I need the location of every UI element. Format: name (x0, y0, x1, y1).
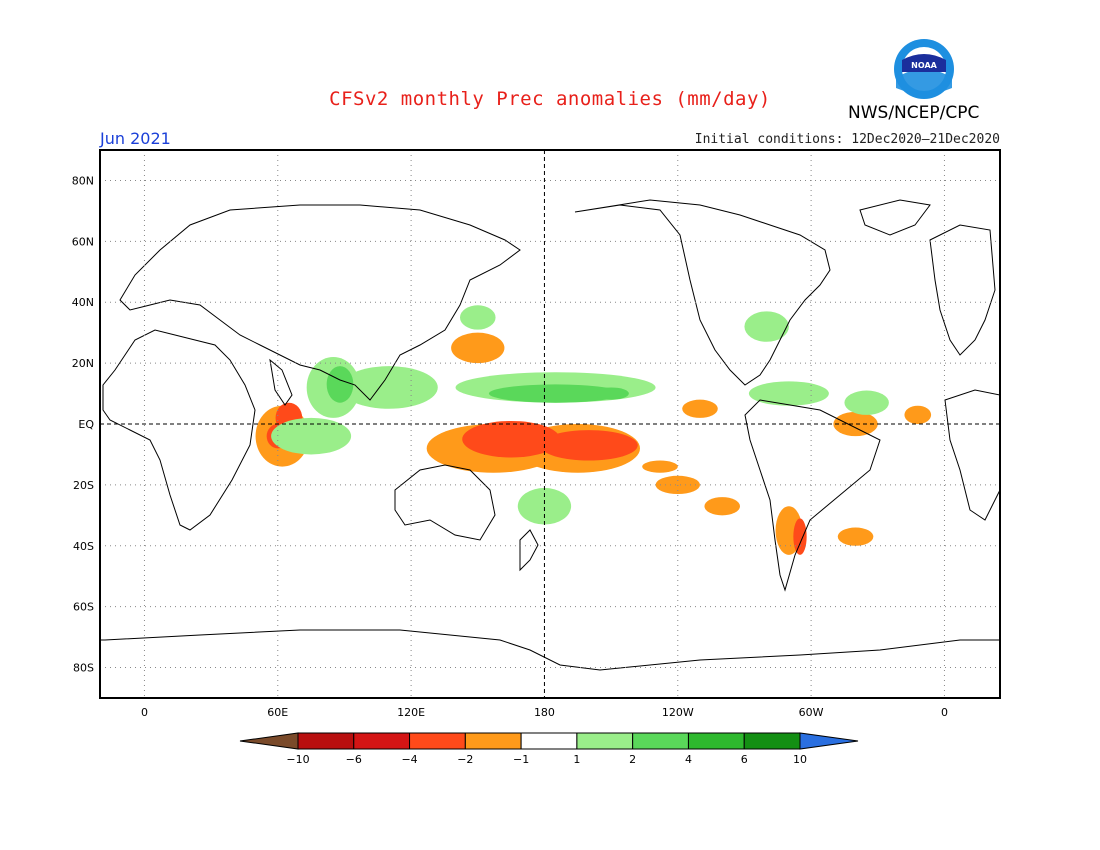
anomaly-region (540, 430, 638, 461)
anomaly-region (682, 399, 718, 418)
colorbar-swatch (353, 732, 411, 750)
colorbar-label: 2 (629, 753, 636, 766)
anomaly-region (748, 381, 829, 406)
colorbar-swatch (464, 732, 522, 750)
anomaly-region (340, 366, 438, 409)
logo-text: NOAA (911, 61, 937, 70)
anomaly-region (488, 384, 623, 403)
lat-label: 60S (73, 601, 94, 614)
colorbar-label: −6 (346, 753, 362, 766)
grid-layer (100, 150, 1000, 698)
map-title: CFSv2 monthly Prec anomalies (mm/day) (329, 88, 771, 110)
colorbar-label: 1 (573, 753, 580, 766)
lon-label: 60E (267, 706, 288, 719)
lon-label: 120E (397, 706, 425, 719)
colorbar-swatch (687, 732, 745, 750)
colorbar-label: −4 (401, 753, 417, 766)
lon-label: 120W (662, 706, 694, 719)
lat-label: EQ (78, 418, 94, 431)
noaa-logo: NOAA (894, 39, 954, 99)
colorbar-label: −1 (513, 753, 529, 766)
lat-label: 60N (72, 235, 94, 248)
colorbar-label: −10 (286, 753, 309, 766)
colorbar-label: 10 (793, 753, 807, 766)
anomaly-region (793, 518, 807, 555)
anomaly-region (744, 311, 789, 342)
agency-label: NWS/NCEP/CPC (848, 103, 980, 123)
lat-labels: 80N 60N 40N 20N EQ 20S 40S 60S 80S (72, 174, 95, 674)
lat-label: 40S (73, 540, 94, 553)
colorbar-label: −2 (457, 753, 473, 766)
lat-label: 40N (72, 296, 94, 309)
anomaly-region (844, 390, 889, 415)
colorbar-swatch (297, 732, 355, 750)
lon-label: 0 (141, 706, 148, 719)
colorbar-low-arrow (239, 732, 299, 750)
anomaly-layer (255, 305, 932, 555)
colorbar-high-arrow (799, 732, 859, 750)
anomaly-region (271, 417, 352, 455)
anomaly-region (462, 420, 560, 458)
lon-label: 180 (534, 706, 555, 719)
colorbar-label: 6 (741, 753, 748, 766)
anomaly-region (704, 497, 740, 516)
anomaly-region (904, 405, 932, 424)
map-frame (99, 149, 1001, 699)
colorbar-swatch (520, 732, 578, 750)
anomaly-region (326, 366, 354, 403)
anomaly-region (593, 387, 629, 400)
lon-label: 60W (799, 706, 824, 719)
month-label: Jun 2021 (100, 129, 171, 148)
lat-label: 20S (73, 479, 94, 492)
anomaly-region (833, 411, 878, 437)
anomaly-region (655, 475, 700, 495)
colorbar-swatch (409, 732, 466, 750)
colorbar: −10 −6 −4 −2 −1 1 2 4 6 10 (239, 732, 859, 766)
lon-labels: 0 60E 120E 180 120W 60W 0 (141, 706, 948, 719)
lat-label: 80S (73, 662, 94, 675)
anomaly-region (451, 332, 505, 364)
colorbar-swatch (743, 732, 801, 750)
lat-label: 80N (72, 174, 94, 187)
lon-label: 0 (941, 706, 948, 719)
colorbar-swatch (632, 732, 689, 750)
colorbar-label: 4 (685, 753, 692, 766)
initial-conditions-label: Initial conditions: 12Dec2020–21Dec2020 (694, 132, 1000, 147)
anomaly-region (642, 460, 678, 473)
colorbar-swatch (576, 732, 634, 750)
anomaly-region (837, 527, 874, 546)
anomaly-region (460, 305, 496, 330)
anomaly-region (517, 487, 572, 525)
lat-label: 20N (72, 357, 94, 370)
